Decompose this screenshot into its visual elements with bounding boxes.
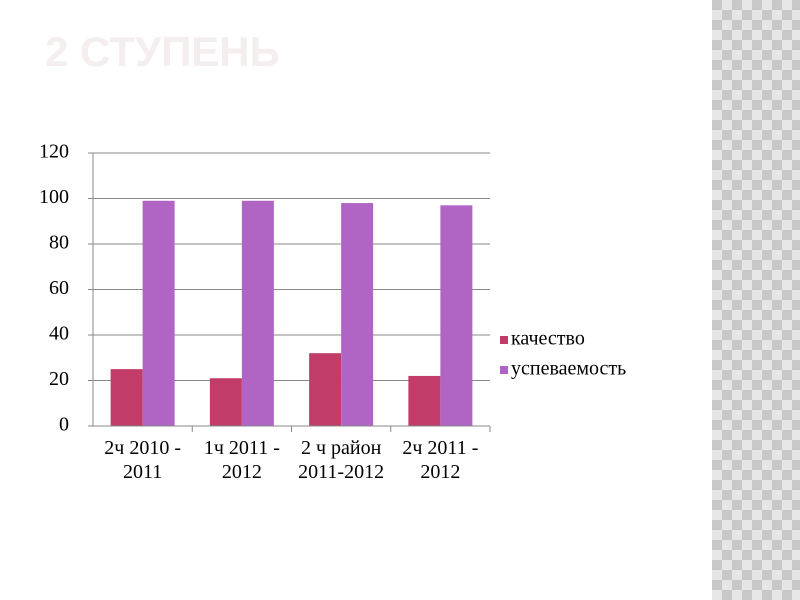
y-tick-label: 20 — [49, 368, 69, 390]
decor-stripe — [712, 0, 800, 600]
x-tick-label: 2ч 2010 - 2011 — [104, 437, 181, 483]
y-tick-label: 40 — [49, 323, 69, 345]
bar — [341, 203, 374, 426]
bar — [241, 200, 274, 426]
bar — [309, 353, 342, 426]
legend-label: успеваемость — [511, 358, 626, 380]
bar — [142, 200, 175, 426]
slide-title: 2 СТУПЕНЬ — [45, 28, 280, 75]
legend-label: качество — [511, 328, 585, 350]
legend-swatch — [500, 336, 508, 344]
bar — [408, 375, 441, 426]
x-tick-label: 1ч 2011 - 2012 — [203, 437, 280, 483]
bar — [440, 205, 473, 426]
y-tick-label: 60 — [49, 277, 69, 299]
legend-swatch — [500, 366, 508, 374]
y-tick-label: 100 — [39, 186, 69, 208]
y-tick-label: 80 — [49, 232, 69, 254]
bar — [110, 369, 143, 426]
x-tick-label: 2ч 2011 - 2012 — [402, 437, 479, 483]
y-tick-label: 120 — [39, 141, 69, 163]
bar — [209, 378, 242, 426]
x-tick-label: 2 ч район 2011-2012 — [298, 437, 385, 483]
y-tick-label: 0 — [59, 414, 69, 436]
